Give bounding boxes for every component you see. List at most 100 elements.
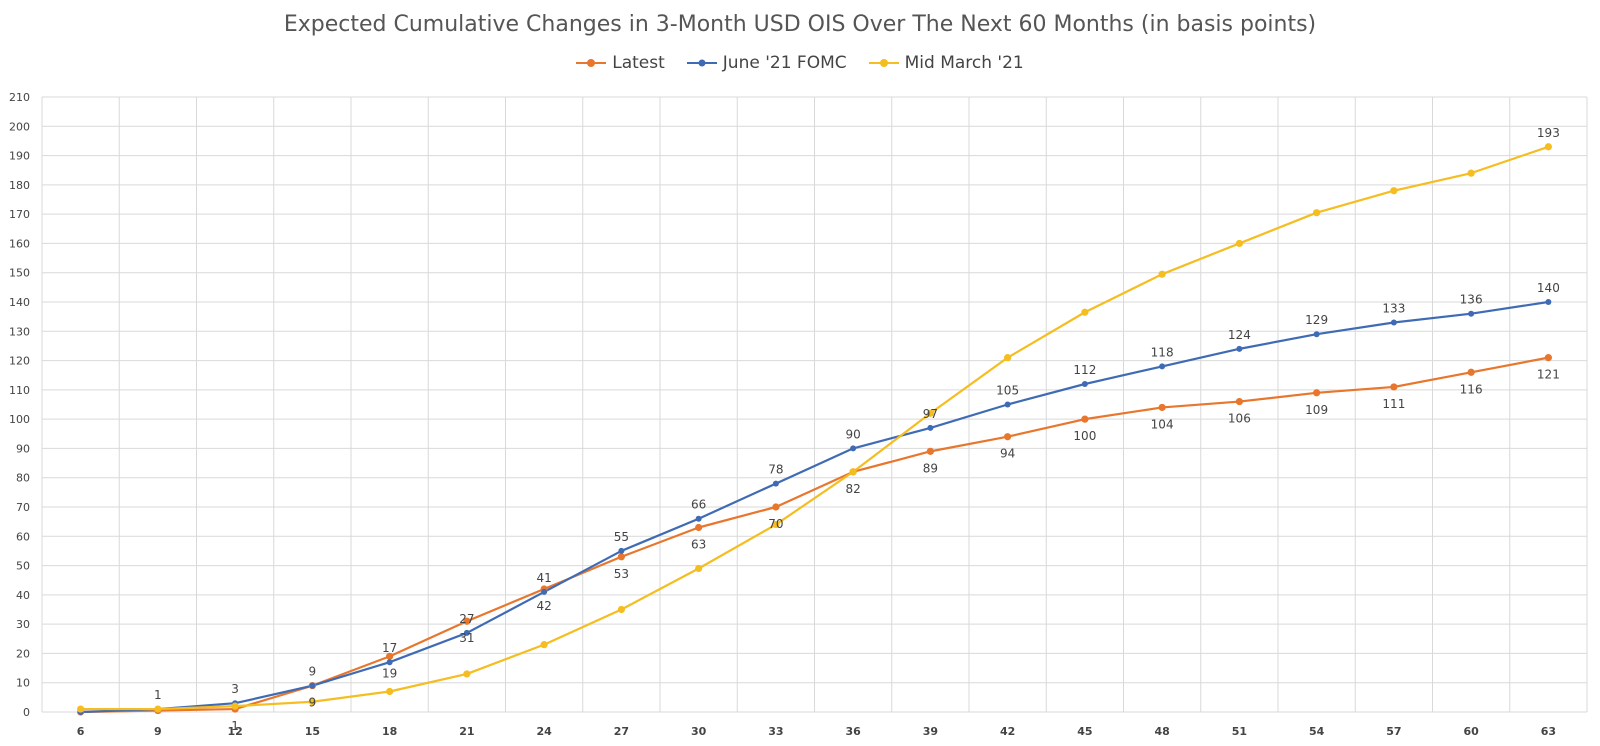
data-label: 31 xyxy=(459,631,474,645)
x-tick-label: 63 xyxy=(1541,725,1556,738)
data-label: 3 xyxy=(231,682,239,696)
data-label: 140 xyxy=(1537,281,1560,295)
x-tick-label: 21 xyxy=(459,725,474,738)
x-tick-label: 9 xyxy=(154,725,162,738)
data-point-0 xyxy=(772,503,780,511)
data-label: 89 xyxy=(923,461,938,475)
y-tick-label: 0 xyxy=(23,706,30,719)
data-point-1 xyxy=(1159,363,1166,370)
series-line-1 xyxy=(80,300,1549,714)
data-point-2 xyxy=(386,687,394,696)
x-tick-label: 45 xyxy=(1077,725,1092,738)
data-point-0 xyxy=(1081,415,1089,423)
y-tick-label: 20 xyxy=(16,647,30,660)
y-tick-label: 130 xyxy=(9,325,30,338)
data-point-2 xyxy=(695,564,703,573)
legend-marker-latest xyxy=(576,59,607,67)
legend-item-latest[interactable]: Latest xyxy=(576,53,665,73)
y-tick-label: 70 xyxy=(16,501,30,514)
legend-marker-mid-march xyxy=(868,59,899,67)
data-label: 193 xyxy=(1537,126,1560,140)
data-point-1 xyxy=(1236,345,1243,352)
data-label: 19 xyxy=(382,666,397,680)
x-tick-label: 60 xyxy=(1463,725,1479,738)
y-tick-label: 80 xyxy=(16,472,30,485)
data-point-2 xyxy=(849,468,857,476)
data-label: 70 xyxy=(768,517,783,531)
data-label: 100 xyxy=(1073,429,1096,443)
data-point-2 xyxy=(154,705,162,713)
data-point-2 xyxy=(308,698,316,706)
x-tick-label: 12 xyxy=(227,725,242,738)
data-point-2 xyxy=(1467,169,1475,177)
legend-marker-june-fomc xyxy=(686,59,717,67)
chart-title: Expected Cumulative Changes in 3-Month U… xyxy=(283,12,1317,37)
data-point-2 xyxy=(77,705,85,713)
legend-item-june-fomc[interactable]: June '21 FOMC xyxy=(686,53,847,73)
data-point-2 xyxy=(1544,143,1552,151)
data-point-2 xyxy=(231,702,239,710)
data-label: 94 xyxy=(1000,447,1015,461)
data-point-0 xyxy=(1390,383,1398,391)
data-point-1 xyxy=(1545,299,1552,305)
data-point-2 xyxy=(1313,209,1321,217)
data-label: 129 xyxy=(1305,313,1328,327)
data-point-0 xyxy=(1235,397,1243,406)
data-label: 118 xyxy=(1151,345,1174,359)
data-point-2 xyxy=(926,409,934,417)
y-tick-label: 160 xyxy=(9,237,30,250)
data-label: 136 xyxy=(1460,293,1483,307)
data-label: 133 xyxy=(1382,302,1405,316)
data-point-1 xyxy=(695,515,702,522)
y-tick-label: 10 xyxy=(16,677,30,690)
y-tick-label: 40 xyxy=(16,589,30,602)
data-point-1 xyxy=(927,424,934,431)
data-point-2 xyxy=(1235,239,1243,248)
data-point-0 xyxy=(463,617,471,625)
y-tick-label: 90 xyxy=(16,442,30,455)
data-label: 124 xyxy=(1228,328,1251,342)
x-tick-label: 15 xyxy=(305,725,320,738)
data-point-0 xyxy=(695,523,703,532)
data-label: 111 xyxy=(1382,397,1405,411)
data-point-2 xyxy=(772,520,780,529)
legend-label-latest: Latest xyxy=(612,53,665,73)
data-point-1 xyxy=(1390,319,1397,326)
y-tick-label: 30 xyxy=(16,618,30,631)
data-point-2 xyxy=(1390,187,1398,195)
data-point-1 xyxy=(541,588,548,595)
data-label: 78 xyxy=(768,463,783,477)
legend-item-mid-march[interactable]: Mid March '21 xyxy=(868,53,1024,73)
x-tick-label: 51 xyxy=(1232,725,1247,738)
y-tick-label: 110 xyxy=(9,384,30,397)
y-tick-label: 210 xyxy=(9,91,30,104)
x-tick-label: 42 xyxy=(1000,725,1015,738)
data-label: 53 xyxy=(614,567,629,581)
data-point-0 xyxy=(1467,368,1475,376)
x-tick-label: 48 xyxy=(1154,725,1169,738)
data-point-1 xyxy=(850,445,857,452)
y-tick-label: 100 xyxy=(9,413,30,426)
x-tick-label: 18 xyxy=(382,725,397,738)
data-point-2 xyxy=(1004,354,1012,362)
y-tick-label: 50 xyxy=(16,560,30,573)
x-tick-label: 57 xyxy=(1386,725,1401,738)
x-tick-label: 39 xyxy=(923,725,938,738)
data-point-1 xyxy=(772,480,779,487)
data-point-0 xyxy=(1313,389,1321,397)
y-tick-label: 60 xyxy=(16,530,30,543)
series-line-2 xyxy=(80,145,1549,711)
y-tick-label: 180 xyxy=(9,179,30,192)
y-tick-label: 190 xyxy=(9,150,30,163)
data-label: 97 xyxy=(923,407,938,421)
data-label: 1 xyxy=(154,688,162,702)
data-point-1 xyxy=(309,682,316,689)
data-label: 9 xyxy=(309,665,317,679)
data-label: 27 xyxy=(459,612,474,626)
y-tick-label: 200 xyxy=(9,120,30,133)
data-label: 90 xyxy=(845,427,860,441)
data-point-2 xyxy=(540,641,548,649)
data-label: 63 xyxy=(691,538,706,552)
x-tick-label: 33 xyxy=(768,725,783,738)
legend: Latest June '21 FOMC Mid March '21 xyxy=(0,53,1600,73)
